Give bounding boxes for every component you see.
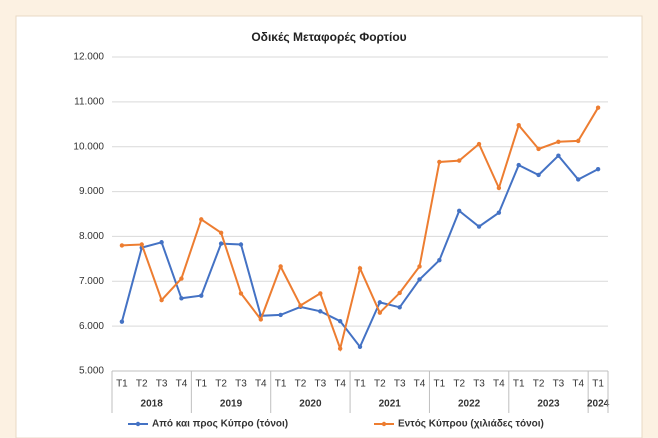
- point: [457, 208, 462, 214]
- x-tick-label: T1: [354, 379, 366, 390]
- point: [576, 177, 581, 182]
- y-tick-label: 11.000: [74, 96, 104, 107]
- y-tick-label: 5.000: [79, 366, 104, 377]
- x-tick-label: T1: [195, 379, 207, 390]
- point: [536, 172, 541, 178]
- group-label: 2022: [458, 399, 481, 410]
- group-label: 2020: [299, 399, 322, 410]
- point: [457, 158, 462, 163]
- point: [258, 317, 263, 322]
- x-tick-label: T1: [275, 379, 287, 390]
- x-tick-label: T2: [295, 379, 307, 390]
- group-label: 2024: [587, 399, 610, 410]
- point: [496, 210, 502, 215]
- x-tick-label: T1: [434, 379, 446, 390]
- group-label: 2018: [141, 399, 164, 410]
- point: [218, 230, 224, 236]
- y-tick-label: 6.000: [79, 321, 104, 332]
- point: [556, 139, 561, 144]
- point: [536, 146, 541, 152]
- x-tick-label: T4: [176, 379, 188, 390]
- point: [337, 346, 343, 351]
- point: [595, 166, 601, 172]
- point: [337, 319, 343, 324]
- point: [516, 122, 521, 128]
- point: [278, 264, 283, 269]
- chart-area: [15, 15, 643, 438]
- x-tick-label: T2: [453, 379, 465, 390]
- point: [159, 240, 164, 245]
- point: [397, 305, 402, 310]
- point: [417, 277, 422, 282]
- chart-title: Οδικές Μεταφορές Φορτίου: [251, 30, 406, 44]
- x-tick-label: T1: [592, 379, 604, 390]
- legend-marker: [381, 421, 387, 427]
- point: [159, 297, 164, 303]
- x-tick-label: T3: [156, 379, 168, 390]
- point: [437, 159, 442, 165]
- group-label: 2019: [220, 399, 243, 410]
- legend-label: Εντός Κύπρου (χιλιάδες τόνοι): [398, 419, 544, 430]
- x-tick-label: T1: [116, 379, 128, 390]
- point: [238, 242, 244, 247]
- y-tick-label: 7.000: [79, 276, 104, 287]
- y-tick-label: 8.000: [79, 231, 104, 242]
- point: [476, 224, 482, 229]
- x-tick-label: T2: [215, 379, 227, 390]
- x-tick-label: T3: [473, 379, 485, 390]
- point: [595, 105, 601, 110]
- point: [496, 185, 502, 191]
- point: [199, 217, 204, 222]
- point: [516, 162, 521, 168]
- point: [298, 303, 303, 308]
- x-tick-label: T3: [235, 379, 247, 390]
- y-tick-label: 12.000: [73, 52, 104, 63]
- point: [357, 266, 363, 271]
- group-label: 2021: [379, 399, 402, 410]
- point: [278, 312, 283, 318]
- point: [179, 276, 184, 281]
- point: [318, 291, 323, 296]
- x-tick-label: T2: [533, 379, 545, 390]
- point: [556, 153, 561, 158]
- point: [576, 138, 581, 144]
- x-tick-label: T2: [374, 379, 386, 390]
- group-label: 2023: [537, 399, 560, 410]
- x-tick-label: T4: [255, 379, 267, 390]
- point: [318, 309, 323, 314]
- legend-marker: [135, 421, 141, 427]
- x-tick-label: T2: [136, 379, 148, 390]
- point: [397, 290, 402, 296]
- point: [199, 293, 204, 298]
- y-tick-label: 10.000: [73, 141, 104, 152]
- point: [238, 291, 244, 296]
- point: [357, 344, 363, 349]
- point: [119, 319, 125, 324]
- y-tick-label: 9.000: [79, 186, 104, 197]
- point: [179, 296, 184, 301]
- point: [377, 310, 383, 315]
- point: [139, 242, 144, 247]
- x-tick-label: T3: [314, 379, 326, 390]
- x-tick-label: T4: [493, 379, 505, 390]
- point: [476, 141, 482, 147]
- x-tick-label: T3: [553, 379, 565, 390]
- x-tick-label: T4: [414, 379, 426, 390]
- point: [417, 264, 422, 269]
- x-tick-label: T4: [572, 379, 584, 390]
- point: [218, 241, 224, 246]
- x-tick-label: T3: [394, 379, 406, 390]
- x-tick-label: T4: [334, 379, 346, 390]
- point: [119, 243, 125, 248]
- legend-label: Από και προς Κύπρο (τόνοι): [152, 419, 288, 430]
- point: [437, 258, 442, 263]
- point: [377, 300, 383, 305]
- x-tick-label: T1: [513, 379, 525, 390]
